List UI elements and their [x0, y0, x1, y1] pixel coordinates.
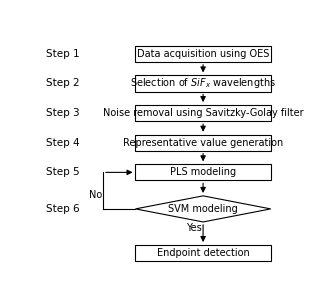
- Text: Step 6: Step 6: [46, 204, 80, 214]
- Text: Data acquisition using OES: Data acquisition using OES: [137, 49, 269, 59]
- FancyBboxPatch shape: [136, 75, 271, 91]
- FancyBboxPatch shape: [136, 135, 271, 151]
- Text: Endpoint detection: Endpoint detection: [157, 248, 249, 258]
- Text: Representative value generation: Representative value generation: [123, 138, 283, 148]
- FancyBboxPatch shape: [136, 46, 271, 62]
- Text: Yes: Yes: [186, 223, 202, 233]
- Text: SVM modeling: SVM modeling: [168, 204, 238, 214]
- Text: Selection of $\mathit{SiF_x}$ wavelengths: Selection of $\mathit{SiF_x}$ wavelength…: [130, 76, 276, 91]
- Text: Noise removal using Savitzky-Golay filter: Noise removal using Savitzky-Golay filte…: [103, 108, 303, 118]
- Text: Step 5: Step 5: [46, 167, 80, 177]
- FancyBboxPatch shape: [136, 245, 271, 261]
- Text: Step 4: Step 4: [46, 138, 80, 148]
- Text: No: No: [89, 190, 102, 200]
- Polygon shape: [136, 196, 271, 222]
- Text: Step 2: Step 2: [46, 79, 80, 88]
- FancyBboxPatch shape: [136, 105, 271, 121]
- Text: Step 1: Step 1: [46, 49, 80, 59]
- Text: PLS modeling: PLS modeling: [170, 167, 236, 177]
- Text: Step 3: Step 3: [46, 108, 80, 118]
- FancyBboxPatch shape: [136, 164, 271, 180]
